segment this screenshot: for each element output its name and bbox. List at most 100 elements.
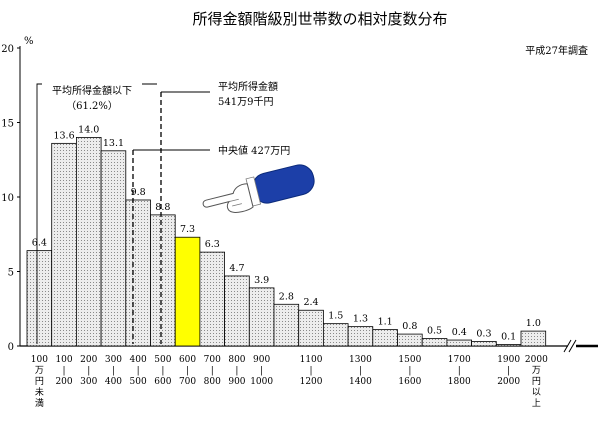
x-tick-label: | — [235, 366, 238, 376]
value-label: 6.4 — [32, 238, 47, 249]
x-tick-label: 800 — [204, 377, 221, 387]
x-tick-label: 1300 — [349, 355, 372, 365]
x-tick-label: 円 — [532, 376, 541, 387]
value-label: 4.7 — [229, 263, 244, 274]
y-tick-label: 0 — [8, 342, 14, 353]
x-tick-label: 500 — [130, 377, 147, 387]
x-tick-label: | — [408, 366, 411, 376]
value-label: 0.1 — [501, 332, 516, 343]
y-tick-label: 10 — [1, 193, 14, 204]
bar — [273, 303, 300, 347]
value-label: 0.5 — [427, 326, 442, 337]
value-label: 1.1 — [378, 317, 393, 328]
axis-break-mark — [563, 339, 577, 353]
x-tick-label: 400 — [105, 377, 122, 387]
x-tick-label: | — [137, 366, 140, 376]
value-label: 1.3 — [353, 314, 368, 325]
value-label: 13.1 — [103, 138, 124, 149]
x-tick-label: | — [161, 366, 164, 376]
value-label: 1.0 — [526, 318, 541, 329]
x-tick-label: 600 — [154, 377, 171, 387]
x-tick-label: | — [63, 366, 66, 376]
bar — [520, 330, 547, 347]
x-tick-label: 上 — [532, 398, 541, 409]
bar — [495, 344, 522, 347]
x-tick-label: 2000 — [497, 377, 520, 387]
y-axis-unit: % — [24, 36, 34, 47]
x-tick-label: 400 — [130, 355, 147, 365]
x-tick-label: 1800 — [448, 377, 471, 387]
value-label: 2.4 — [303, 297, 318, 308]
bar — [322, 323, 349, 347]
value-label: 6.3 — [205, 239, 220, 250]
bar — [76, 136, 102, 347]
x-tick-label: 800 — [228, 355, 245, 365]
x-tick-label: 1100 — [300, 355, 323, 365]
x-tick-label: 100 — [55, 355, 72, 365]
bar — [199, 251, 225, 347]
x-tick-label: 1200 — [300, 377, 323, 387]
value-label: 8.8 — [155, 202, 170, 213]
x-tick-label: 万 — [532, 366, 541, 376]
x-tick-label: 700 — [204, 355, 221, 365]
bar — [446, 339, 472, 347]
x-tick-label: 900 — [228, 377, 245, 387]
bar — [100, 150, 127, 347]
bar — [298, 309, 324, 347]
x-tick-label: 500 — [154, 355, 171, 365]
y-tick-label: 15 — [1, 119, 14, 130]
chart-title: 所得金額階級別世帯数の相対度数分布 — [192, 10, 447, 28]
x-tick-label: 200 — [80, 355, 97, 365]
x-tick-label: 満 — [35, 398, 44, 409]
x-tick-label: | — [458, 366, 461, 376]
below-mean-percent: （61.2%） — [66, 100, 118, 112]
pointing-hand-icon — [202, 164, 315, 213]
x-tick-label: 1900 — [497, 355, 520, 365]
bar — [347, 326, 374, 347]
x-tick-label: 未 — [35, 386, 44, 398]
x-tick-label: | — [186, 366, 189, 376]
x-tick-label: 200 — [55, 377, 72, 387]
x-tick-label: 100 — [31, 355, 48, 365]
x-tick-label: 円 — [35, 376, 44, 387]
bar — [397, 333, 423, 347]
x-tick-label: | — [310, 366, 313, 376]
x-tick-label: 900 — [253, 355, 270, 365]
x-tick-label: | — [112, 366, 115, 376]
bar — [224, 275, 250, 347]
value-label: 9.8 — [131, 187, 146, 198]
value-label: 14.0 — [78, 124, 99, 135]
bar — [26, 250, 53, 347]
x-tick-label: | — [211, 366, 214, 376]
x-tick-label: 1600 — [398, 377, 421, 387]
x-tick-label: 300 — [80, 377, 97, 387]
mean-label: 平均所得金額 — [218, 80, 278, 93]
x-tick-label: | — [359, 366, 362, 376]
bar — [248, 287, 275, 347]
x-tick-label: | — [507, 366, 510, 376]
x-tick-label: 万 — [35, 366, 44, 376]
x-tick-label: 1500 — [398, 355, 421, 365]
bar — [51, 142, 77, 347]
chart-subtitle: 平成27年調査 — [525, 44, 588, 57]
bar-highlighted — [174, 236, 201, 347]
x-tick-label: | — [87, 366, 90, 376]
x-tick-label: 以 — [532, 388, 541, 398]
x-tick-label: 1000 — [250, 377, 273, 387]
y-tick-label: 20 — [1, 44, 14, 55]
bar — [150, 214, 176, 347]
value-label: 2.8 — [279, 291, 294, 302]
x-tick-label: 600 — [179, 355, 196, 365]
median-label: 中央値 427万円 — [218, 144, 290, 157]
x-tick-label: 1400 — [349, 377, 372, 387]
value-label: 3.9 — [254, 275, 269, 286]
x-tick-label: | — [260, 366, 263, 376]
value-label: 13.6 — [53, 130, 74, 141]
x-tick-label: 700 — [179, 377, 196, 387]
y-tick-label: 5 — [8, 268, 14, 279]
bar — [372, 329, 398, 347]
value-label: 0.4 — [452, 327, 467, 338]
x-tick-label: 1700 — [448, 355, 471, 365]
